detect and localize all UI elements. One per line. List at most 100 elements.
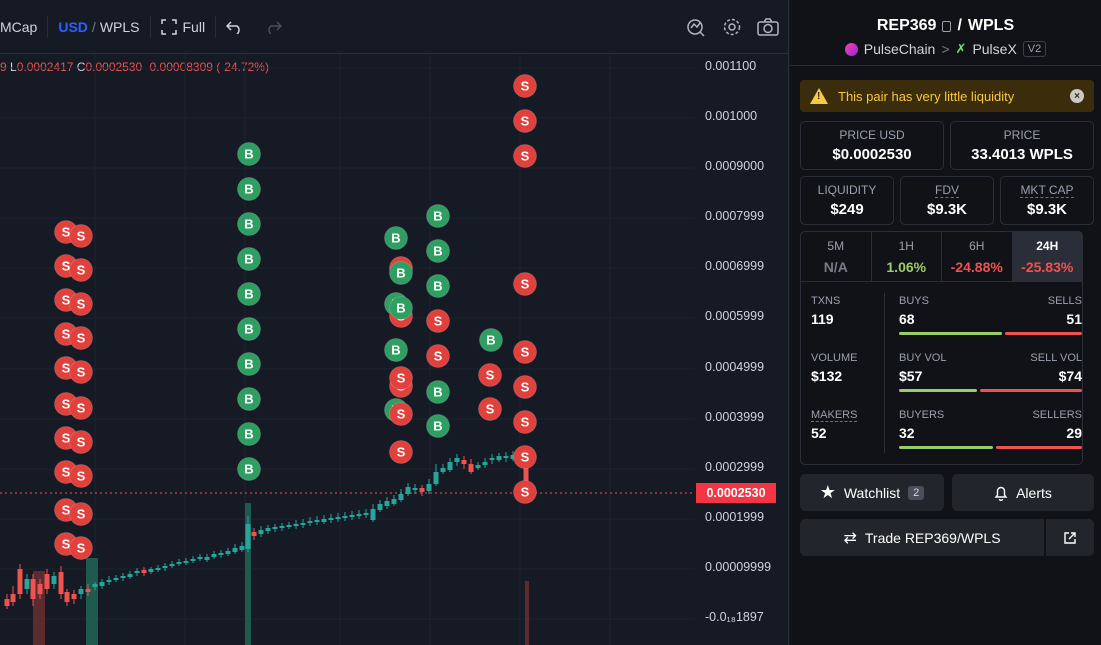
candle-body	[349, 515, 355, 517]
buys-bar	[899, 332, 1002, 335]
y-tick-label: 0.0002999	[705, 460, 765, 474]
candle-body	[120, 576, 126, 578]
wpls-option[interactable]: WPLS	[99, 18, 140, 35]
candle-body	[232, 548, 238, 552]
candle-body	[99, 582, 105, 586]
tab-6h[interactable]: 6H -24.88%	[942, 232, 1013, 281]
watchlist-label: Watchlist	[843, 484, 901, 501]
watchlist-count: 2	[908, 485, 925, 500]
candle-body	[162, 566, 168, 568]
candle-body	[141, 570, 147, 573]
candle-body	[197, 557, 203, 559]
currency-toggle[interactable]: USD / WPLS	[48, 0, 149, 53]
undo-button[interactable]	[216, 0, 254, 53]
buyers-sellers-bar	[899, 446, 1082, 449]
sell-marker-label: S	[77, 541, 86, 556]
chain-name[interactable]: PulseChain	[863, 41, 936, 57]
external-link-button[interactable]	[1046, 519, 1094, 556]
price-chart[interactable]: MCap USD / WPLS Full	[0, 0, 789, 645]
sell-marker	[69, 502, 93, 526]
y-tick-label: 0.00009999	[705, 560, 772, 574]
makers-label[interactable]: MAKERS	[811, 409, 858, 422]
candle-body	[377, 504, 383, 510]
volume-label: VOLUME	[811, 352, 858, 364]
candle-body	[17, 569, 23, 594]
tab-1h[interactable]: 1H 1.06%	[872, 232, 942, 281]
trade-button[interactable]: ⇄ Trade REP369/WPLS	[800, 519, 1044, 556]
sell-marker-label: S	[62, 259, 71, 274]
screenshot-button[interactable]	[757, 16, 779, 38]
buy-vol-label: BUY VOL	[899, 352, 947, 364]
close-icon[interactable]: ×	[1070, 89, 1084, 103]
fdv-label[interactable]: FDV	[935, 183, 959, 198]
sell-marker-label: S	[62, 537, 71, 552]
buy-marker-label: B	[433, 385, 442, 400]
pair-info-panel: REP369 / WPLS PulseChain > ✗ PulseX V2 T…	[790, 0, 1101, 645]
candle-body	[169, 564, 175, 566]
sell-marker	[69, 396, 93, 420]
buy-marker-label: B	[244, 252, 253, 267]
fullscreen-button[interactable]: Full	[151, 0, 216, 53]
mktcap-box: MKT CAP $9.3K	[1000, 176, 1094, 225]
candle-body	[510, 455, 516, 459]
volume-stat: VOLUME $132	[811, 352, 857, 384]
usd-option[interactable]: USD	[58, 18, 88, 35]
mktcap-label[interactable]: MKT CAP	[1020, 183, 1074, 198]
candle-body	[204, 557, 210, 560]
candle-body	[496, 456, 502, 460]
settings-button[interactable]	[721, 16, 743, 38]
y-tick-label: 0.001100	[705, 59, 757, 73]
stats-divider	[884, 293, 885, 453]
candle-body	[245, 524, 251, 549]
tab-24h[interactable]: 24H -25.83%	[1012, 232, 1082, 281]
watchlist-button[interactable]: ★ Watchlist 2	[800, 474, 944, 511]
sell-marker	[426, 309, 450, 333]
close-label: C	[76, 60, 86, 74]
sell-vol-label: SELL VOL	[1030, 352, 1082, 364]
candlestick-plot[interactable]: S SS SS SS SS SS SS SS SS SS SBBBBBBBBBBSSSSSSSSSB…	[0, 54, 695, 645]
sell-marker	[69, 258, 93, 282]
ohlc-partial: 9	[0, 60, 7, 74]
sell-marker-label: S	[62, 327, 71, 342]
candle-body	[447, 462, 453, 470]
mcap-toggle[interactable]: MCap	[0, 0, 47, 53]
fullscreen-icon	[160, 18, 177, 35]
external-link-icon	[1064, 531, 1076, 544]
candle-body	[183, 561, 189, 563]
sell-marker	[513, 74, 537, 98]
chevron-right-icon: >	[941, 41, 950, 57]
buy-marker	[384, 226, 408, 250]
txns-label: TXNS	[811, 295, 841, 307]
liquidity-box: LIQUIDITY $249	[800, 176, 894, 225]
candle-body	[127, 574, 133, 577]
candle-body	[286, 525, 292, 527]
y-tick-label: 0.0001999	[705, 510, 765, 524]
candle-body	[265, 528, 271, 531]
buy-marker-label: B	[244, 357, 253, 372]
alerts-button[interactable]: Alerts	[952, 474, 1094, 511]
candle-body	[279, 526, 285, 528]
candle-body	[391, 499, 397, 504]
dex-name[interactable]: PulseX	[972, 41, 1017, 57]
redo-button[interactable]	[254, 0, 292, 53]
volume-value: $132	[811, 368, 843, 384]
buy-marker-label: B	[433, 419, 442, 434]
fdv-value: $9.3K	[926, 201, 968, 218]
sells-bar	[1004, 332, 1082, 335]
candle-body	[419, 488, 425, 492]
price-axis[interactable]: 0.001100 0.001000 0.0009000 0.0007999 0.0006…	[695, 54, 789, 645]
tab-6h-value: -24.88%	[950, 259, 1003, 275]
candle-body	[58, 572, 64, 594]
candle-body	[134, 571, 140, 573]
candle-body	[335, 517, 341, 519]
copy-icon[interactable]	[942, 20, 952, 32]
sell-marker-label: S	[521, 345, 530, 360]
warning-icon	[810, 88, 828, 104]
tab-5m[interactable]: 5M N/A	[801, 232, 872, 281]
star-icon: ★	[819, 482, 836, 502]
indicators-button[interactable]	[685, 16, 707, 38]
y-tick-label: 0.0009000	[705, 159, 765, 173]
chart-toolbar: MCap USD / WPLS Full	[0, 0, 789, 54]
change-value: -0.00008309 (-24.72%)	[145, 60, 269, 74]
makers-stat: MAKERS 52	[811, 409, 858, 441]
